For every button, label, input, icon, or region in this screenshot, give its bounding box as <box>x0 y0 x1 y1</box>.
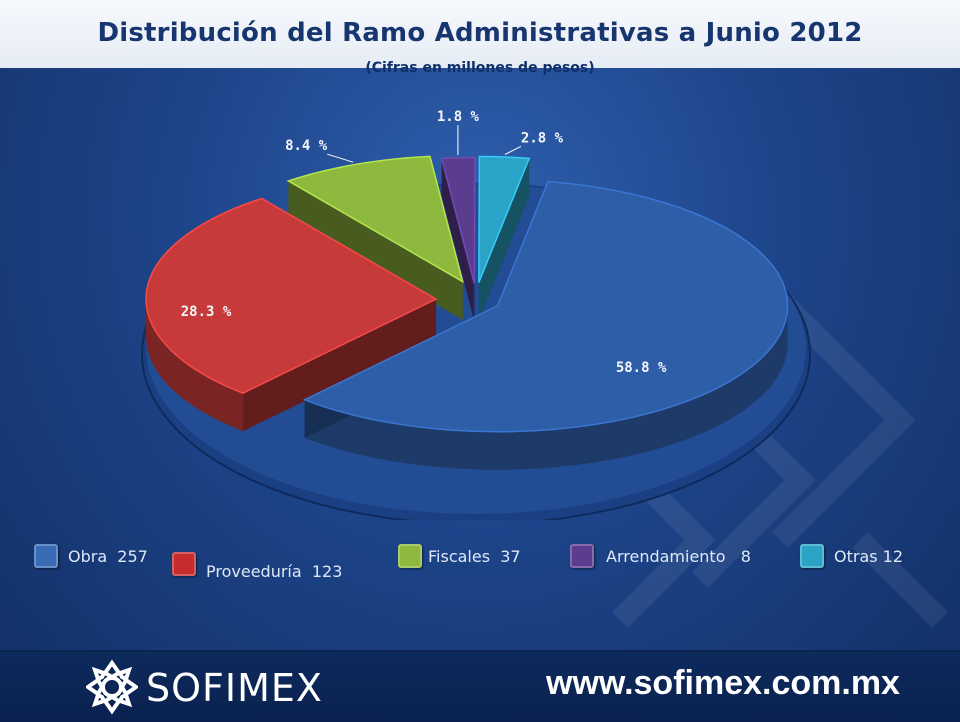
legend-swatch-arrendamiento <box>570 544 594 568</box>
legend-label-proveeduria: Proveeduría 123 <box>206 562 343 581</box>
chart-title: Distribución del Ramo Administrativas a … <box>97 18 863 48</box>
pie-slice-arrendamiento <box>440 156 476 284</box>
brand-name: SOFIMEX <box>146 666 323 710</box>
pie-slice-obra <box>302 180 789 433</box>
pie-chart: 58.8 % 28.3 % 8.4 % 1.8 % 2.8 % <box>141 109 811 520</box>
data-label-fiscales: 8.4 % <box>285 138 328 154</box>
pie-slice-otras <box>478 155 531 283</box>
leader-line-otras <box>504 146 522 155</box>
legend-label-fiscales: Fiscales 37 <box>428 546 521 566</box>
data-label-proveeduría: 28.3 % <box>181 304 232 320</box>
chart-subtitle: (Cifras en millones de pesos) <box>365 60 595 76</box>
legend-item-obra: Obra 257 <box>34 544 148 568</box>
legend-label-obra: Obra 257 <box>68 546 148 566</box>
legend-item-arrendamiento: Arrendamiento 8 <box>570 544 751 568</box>
data-label-obra: 58.8 % <box>616 360 667 376</box>
legend-item-fiscales: Fiscales 37 <box>398 544 521 568</box>
legend-item-proveeduria: Proveeduría 123 <box>172 546 342 581</box>
sofimex-logo-icon <box>86 659 138 715</box>
legend-swatch-proveeduria <box>172 551 196 576</box>
legend-item-otras: Otras 12 <box>800 544 903 568</box>
legend-label-otras: Otras 12 <box>834 546 904 566</box>
pie-slice-fiscales <box>286 155 464 284</box>
data-label-otras: 2.8 % <box>521 130 564 146</box>
website-url: www.sofimex.com.mx <box>546 664 900 702</box>
legend: Obra 257 Proveeduría 123 Fiscales 37 Arr… <box>0 540 960 581</box>
legend-label-arrendamiento: Arrendamiento 8 <box>606 546 751 566</box>
legend-swatch-fiscales <box>398 544 422 568</box>
footer: SOFIMEX www.sofimex.com.mx <box>0 650 960 722</box>
header-band <box>0 0 960 68</box>
leader-line-fiscales <box>327 153 354 163</box>
data-label-arrendamiento: 1.8 % <box>437 109 480 125</box>
legend-swatch-otras <box>800 544 824 568</box>
legend-swatch-obra <box>34 544 58 568</box>
pie-slice-proveeduría <box>145 197 438 394</box>
